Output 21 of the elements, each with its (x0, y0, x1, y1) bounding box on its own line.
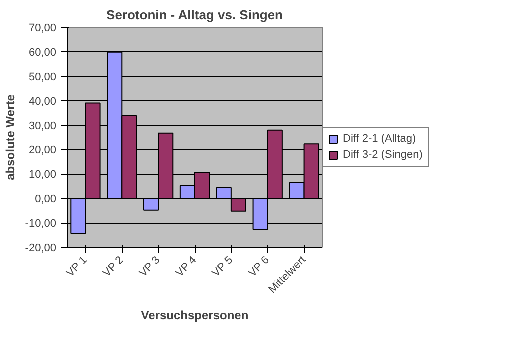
y-tick-label: 0,00 (35, 194, 57, 206)
y-tick-label: 10,00 (28, 169, 57, 182)
chart-title: Serotonin - Alltag vs. Singen (106, 8, 284, 22)
y-tick-label: 50,00 (28, 71, 57, 84)
x-axis-title: Versuchspersonen (141, 308, 249, 322)
y-tick-label: -10,00 (25, 218, 57, 230)
y-axis-title: absolute Werte (3, 94, 18, 180)
y-tick-label: 70,00 (28, 22, 57, 34)
y-tick-label: 60,00 (28, 46, 57, 59)
x-tick-label: VP 4 (174, 254, 200, 280)
x-tick-label: VP 3 (137, 254, 163, 280)
y-tick-label: -20,00 (25, 242, 57, 254)
y-tick-label: 20,00 (28, 144, 57, 157)
x-tick-label: VP 6 (246, 254, 272, 280)
legend-label: Diff 3-2 (Singen) (343, 149, 423, 161)
legend-label: Diff 2-1 (Alltag) (343, 133, 416, 145)
y-tick-label: 30,00 (28, 120, 57, 132)
x-tick-label: VP 1 (64, 254, 90, 280)
y-tick-label: 40,00 (28, 96, 57, 108)
x-tick-label: VP 2 (101, 254, 126, 280)
x-tick-label: VP 5 (210, 254, 236, 280)
